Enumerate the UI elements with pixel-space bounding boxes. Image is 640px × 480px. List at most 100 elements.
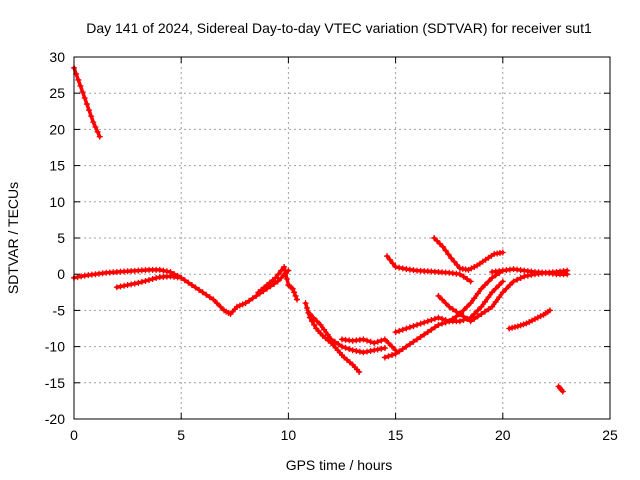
data-point bbox=[456, 311, 463, 318]
data-point bbox=[385, 353, 392, 360]
data-point bbox=[474, 313, 481, 320]
data-point bbox=[428, 326, 435, 333]
data-point bbox=[303, 304, 310, 311]
data-point bbox=[449, 315, 456, 322]
data-point bbox=[478, 285, 485, 292]
data-point bbox=[360, 349, 367, 356]
data-point bbox=[188, 282, 195, 289]
series-arc-night-short bbox=[506, 307, 553, 332]
data-point bbox=[464, 276, 471, 283]
data-point bbox=[339, 343, 345, 350]
series-arc-afternoon-drop bbox=[302, 300, 363, 375]
data-point bbox=[74, 274, 81, 281]
data-point bbox=[445, 251, 452, 258]
data-point bbox=[506, 325, 513, 332]
data-point bbox=[308, 318, 315, 325]
data-point bbox=[481, 298, 488, 305]
data-point bbox=[403, 325, 410, 332]
series-line bbox=[556, 384, 565, 394]
data-point bbox=[414, 321, 421, 328]
x-axis-label: GPS time / hours bbox=[286, 457, 393, 473]
data-point bbox=[442, 247, 449, 254]
data-point bbox=[435, 314, 442, 321]
series-arc-early-descending bbox=[71, 64, 103, 140]
data-point bbox=[356, 348, 363, 355]
data-point bbox=[233, 303, 240, 310]
data-point bbox=[196, 286, 203, 293]
data-point bbox=[374, 338, 381, 345]
data-point bbox=[275, 271, 282, 278]
series-arc-day-lower bbox=[113, 273, 185, 291]
series-line bbox=[303, 301, 361, 374]
data-point bbox=[435, 321, 442, 328]
data-point bbox=[456, 271, 463, 278]
data-point bbox=[406, 324, 413, 331]
data-point bbox=[236, 302, 243, 309]
data-point bbox=[478, 311, 485, 318]
data-point bbox=[474, 290, 481, 297]
data-point bbox=[278, 267, 285, 274]
data-point bbox=[246, 297, 253, 304]
data-point bbox=[481, 282, 488, 289]
data-point bbox=[81, 95, 88, 102]
data-point bbox=[499, 249, 506, 256]
data-point bbox=[399, 326, 406, 333]
data-point bbox=[485, 306, 492, 313]
data-point bbox=[321, 326, 328, 333]
x-tick-label: 0 bbox=[70, 427, 78, 443]
series-arc-night-tail bbox=[555, 383, 566, 395]
data-point bbox=[135, 279, 142, 286]
y-tick-label: 5 bbox=[57, 230, 65, 246]
data-point bbox=[113, 284, 120, 291]
series-arc-afternoon-high bbox=[339, 336, 399, 354]
data-point bbox=[489, 274, 496, 281]
data-point bbox=[442, 300, 449, 307]
data-point bbox=[467, 278, 474, 285]
data-point bbox=[510, 278, 517, 285]
data-point bbox=[378, 337, 385, 344]
data-point bbox=[242, 300, 249, 307]
data-point bbox=[306, 311, 313, 318]
y-tick-label: 10 bbox=[49, 194, 65, 210]
data-point bbox=[185, 279, 192, 286]
data-layer bbox=[71, 64, 571, 395]
series-arc-day-main bbox=[71, 266, 292, 318]
data-point bbox=[521, 273, 528, 280]
data-point bbox=[381, 354, 388, 361]
data-point bbox=[503, 285, 510, 292]
data-point bbox=[392, 350, 399, 357]
data-point bbox=[92, 123, 99, 130]
data-point bbox=[367, 338, 374, 345]
data-point bbox=[213, 300, 220, 307]
data-point bbox=[499, 289, 506, 296]
data-point bbox=[282, 269, 289, 276]
data-point bbox=[448, 255, 455, 262]
data-point bbox=[192, 284, 199, 291]
data-point bbox=[496, 282, 503, 289]
data-point bbox=[206, 294, 213, 301]
data-point bbox=[302, 300, 309, 307]
data-point bbox=[489, 303, 496, 310]
data-point bbox=[517, 322, 524, 329]
series-arc-afternoon-low bbox=[306, 311, 388, 356]
data-point bbox=[451, 258, 458, 265]
data-point bbox=[331, 338, 338, 345]
data-point bbox=[384, 253, 391, 260]
data-point bbox=[249, 295, 256, 302]
data-point bbox=[281, 263, 288, 270]
y-tick-label: 15 bbox=[49, 158, 65, 174]
data-point bbox=[138, 278, 145, 285]
data-point bbox=[96, 133, 103, 140]
data-point bbox=[364, 348, 371, 355]
grid bbox=[74, 57, 610, 419]
y-tick-label: -15 bbox=[45, 375, 65, 391]
data-point bbox=[353, 347, 360, 354]
data-point bbox=[335, 341, 342, 348]
data-point bbox=[406, 341, 413, 348]
data-point bbox=[274, 278, 281, 285]
chart-title: Day 141 of 2024, Sidereal Day-to-day VTE… bbox=[86, 20, 592, 36]
y-tick-label: 0 bbox=[57, 266, 65, 282]
data-point bbox=[396, 264, 403, 271]
data-point bbox=[124, 282, 131, 289]
data-point bbox=[410, 338, 417, 345]
